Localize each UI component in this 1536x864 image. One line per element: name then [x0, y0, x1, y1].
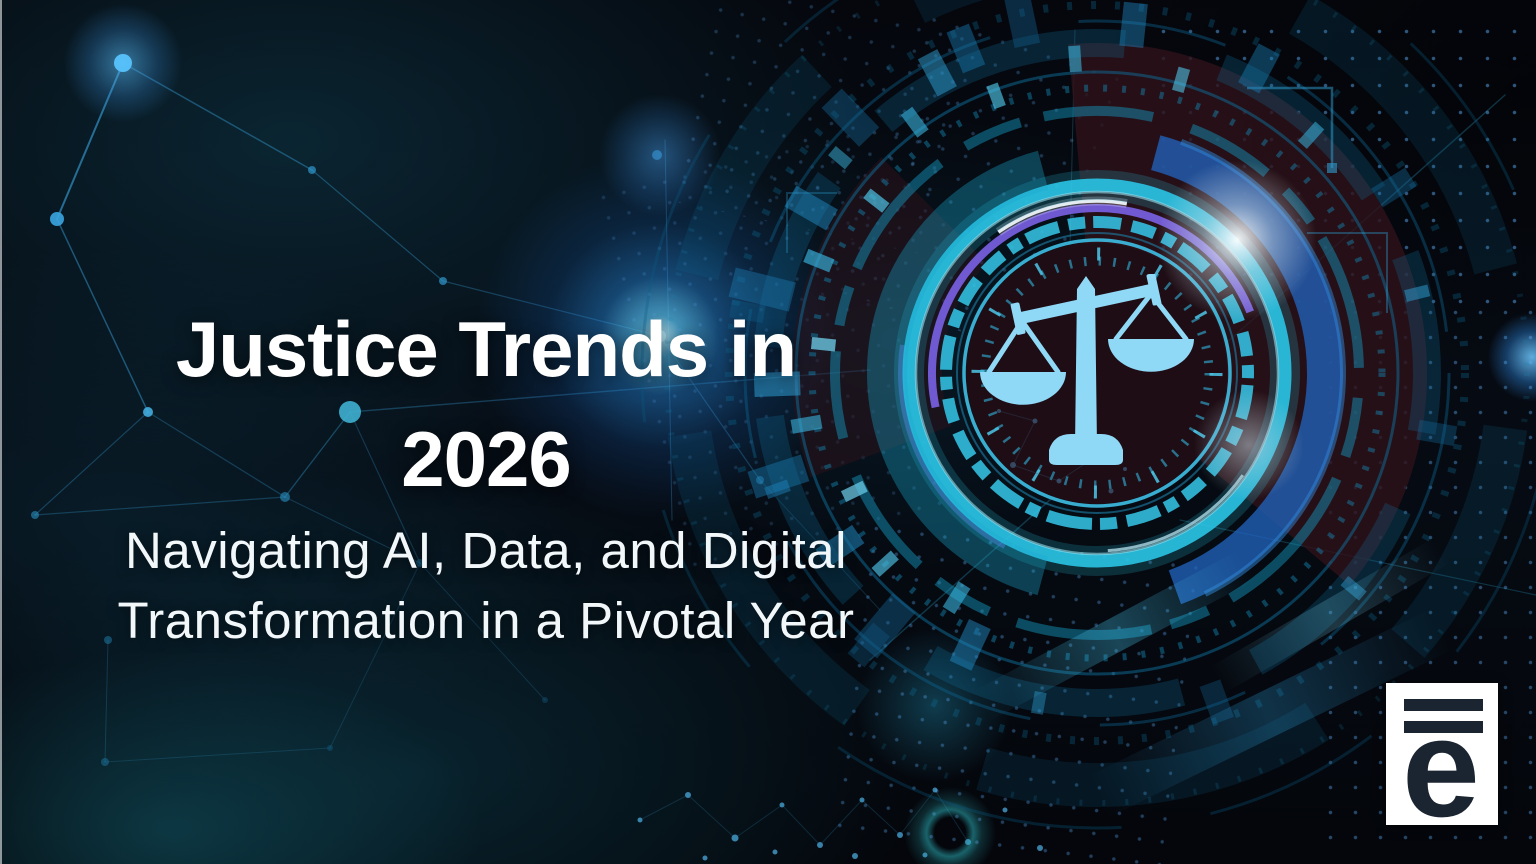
- title-line-2: 2026: [401, 415, 572, 503]
- subtitle-line-1: Navigating AI, Data, and Digital: [125, 522, 847, 579]
- scales-of-justice-icon: [980, 274, 1194, 465]
- title-block: Justice Trends in 2026 Navigating AI, Da…: [36, 0, 936, 864]
- title-line-1: Justice Trends in: [175, 305, 797, 393]
- radial-data-bits: [728, 0, 1458, 725]
- logo-letter: e: [1402, 689, 1480, 846]
- logo-bar: [1404, 721, 1483, 733]
- logo: e: [1386, 683, 1498, 838]
- slide-edge: [0, 0, 2, 864]
- logo-bar: [1404, 699, 1483, 711]
- page-title: Justice Trends in 2026: [36, 294, 936, 514]
- white-highlight-decoration: [1157, 160, 1317, 320]
- hud-rings-decoration: [640, 0, 1536, 830]
- subtitle-line-2: Transformation in a Pivotal Year: [117, 592, 855, 649]
- subtitle: Navigating AI, Data, and Digital Transfo…: [36, 516, 936, 656]
